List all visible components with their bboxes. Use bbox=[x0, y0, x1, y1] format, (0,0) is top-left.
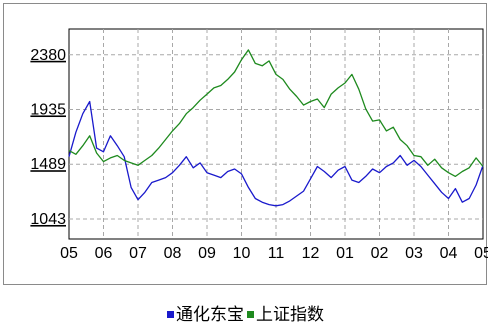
legend: 通化东宝 上证指数 bbox=[0, 300, 491, 325]
x-tick-label: 05 bbox=[60, 245, 78, 262]
line-chart: 1043 1489 1935 2380 05 06 07 08 09 10 11 12 01 02 03 04… bbox=[30, 28, 488, 262]
x-tick-label: 05 bbox=[474, 245, 488, 262]
legend-label-tonghua-dongbao: 通化东宝 bbox=[176, 305, 244, 325]
x-tick-label: 01 bbox=[336, 245, 354, 262]
x-tick-label: 02 bbox=[371, 245, 389, 262]
x-tick-label: 09 bbox=[198, 245, 216, 262]
x-tick-label: 10 bbox=[233, 245, 251, 262]
x-tick-label: 04 bbox=[440, 245, 458, 262]
y-tick-label: 1043 bbox=[30, 211, 66, 228]
x-tick-label: 03 bbox=[405, 245, 423, 262]
y-tick-label: 2380 bbox=[30, 47, 66, 64]
x-tick-label: 08 bbox=[164, 245, 182, 262]
x-tick-label: 12 bbox=[302, 245, 320, 262]
x-tick-label: 07 bbox=[129, 245, 147, 262]
legend-swatch-shanghai-index bbox=[247, 311, 254, 318]
y-tick-label: 1935 bbox=[30, 101, 66, 118]
series-line-shanghai-index bbox=[68, 49, 484, 178]
x-tick-label: 11 bbox=[268, 245, 285, 262]
legend-label-shanghai-index: 上证指数 bbox=[256, 305, 324, 325]
y-tick-label: 1489 bbox=[30, 156, 66, 173]
series-line-tonghua-dongbao bbox=[68, 100, 484, 207]
legend-swatch-tonghua-dongbao bbox=[167, 311, 174, 318]
chart-frame: 1043 1489 1935 2380 05 06 07 08 09 10 11 12 01 02 03 04… bbox=[3, 3, 488, 285]
x-tick-label: 06 bbox=[95, 245, 113, 262]
